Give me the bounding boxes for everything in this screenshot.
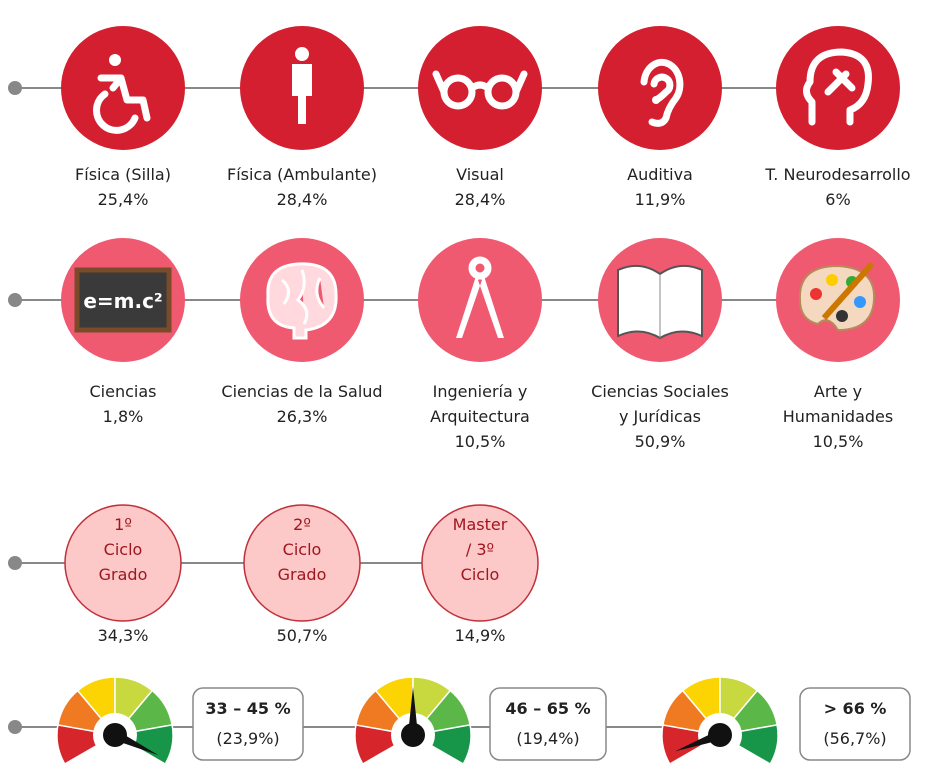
- range-label: 46 – 65 %: [505, 699, 590, 718]
- category-label: Ciencias Sociales: [591, 382, 729, 401]
- icon: [800, 264, 874, 330]
- category-item: [240, 238, 364, 362]
- gauge-hub: [708, 723, 732, 747]
- category-percent: 25,4%: [98, 190, 149, 209]
- category-circle: [598, 26, 722, 150]
- category-label: Ingeniería y: [433, 382, 528, 401]
- timeline-dots: [8, 81, 22, 734]
- range-percent: (19,4%): [516, 729, 579, 748]
- range-percent: (23,9%): [216, 729, 279, 748]
- cycle-label: 1º: [114, 515, 132, 534]
- cycle-label: Grado: [278, 565, 327, 584]
- cycle-percent: 50,7%: [277, 626, 328, 645]
- gauge-hub: [401, 723, 425, 747]
- category-label: Visual: [456, 165, 504, 184]
- icon: [618, 266, 702, 338]
- category-item: [418, 26, 542, 150]
- category-item: [776, 238, 900, 362]
- category-item: e=m.c²: [61, 238, 185, 362]
- gauge-hub: [103, 723, 127, 747]
- cycle-label: / 3º: [466, 540, 494, 559]
- infographic: Física (Silla) 25,4% Física (Ambulante) 28,…: [0, 0, 930, 767]
- category-percent: 28,4%: [455, 190, 506, 209]
- category-label: T. Neurodesarrollo: [764, 165, 910, 184]
- category-item: [61, 26, 185, 150]
- category-label: Humanidades: [783, 407, 893, 426]
- category-label: y Jurídicas: [619, 407, 701, 426]
- cycle-label: Ciclo: [104, 540, 143, 559]
- cycle-label: Ciclo: [461, 565, 500, 584]
- category-percent: 11,9%: [635, 190, 686, 209]
- category-circle: [776, 26, 900, 150]
- range-percent: (56,7%): [823, 729, 886, 748]
- category-label: Ciencias: [90, 382, 157, 401]
- cycle-label: Ciclo: [283, 540, 322, 559]
- category-percent: 50,9%: [635, 432, 686, 451]
- category-item: [598, 238, 722, 362]
- category-label: Arte y: [814, 382, 862, 401]
- range-label: > 66 %: [824, 699, 887, 718]
- category-label: Arquitectura: [430, 407, 530, 426]
- formula: e=m.c²: [83, 289, 162, 313]
- category-item: [776, 26, 900, 150]
- category-label: Física (Silla): [75, 165, 171, 184]
- category-item: [418, 238, 542, 362]
- category-percent: 26,3%: [277, 407, 328, 426]
- cycle-label: Grado: [99, 565, 148, 584]
- category-label: Ciencias de la Salud: [221, 382, 382, 401]
- category-circle: [240, 238, 364, 362]
- category-percent: 1,8%: [103, 407, 144, 426]
- category-percent: 6%: [825, 190, 850, 209]
- category-label: Auditiva: [627, 165, 693, 184]
- range-label: 33 – 45 %: [205, 699, 290, 718]
- category-item: [598, 26, 722, 150]
- cycle-label: Master: [453, 515, 508, 534]
- category-percent: 28,4%: [277, 190, 328, 209]
- cycle-label: 2º: [293, 515, 311, 534]
- category-percent: 10,5%: [813, 432, 864, 451]
- category-item: [240, 26, 364, 150]
- category-label: Física (Ambulante): [227, 165, 377, 184]
- cycle-percent: 14,9%: [455, 626, 506, 645]
- cycle-percent: 34,3%: [98, 626, 149, 645]
- category-percent: 10,5%: [455, 432, 506, 451]
